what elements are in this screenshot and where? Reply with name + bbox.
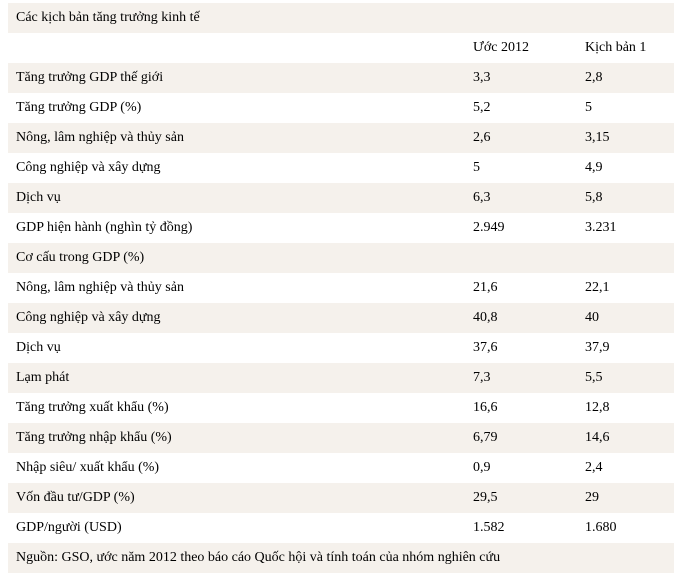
table-row: Dịch vụ 6,3 5,8 — [8, 183, 675, 213]
row-value-uoc-2012: 2,6 — [465, 123, 577, 153]
row-label: Tăng trưởng xuất khẩu (%) — [16, 400, 169, 415]
row-label: Tăng trưởng GDP thế giới — [8, 63, 465, 93]
table-row: Dịch vụ 37,6 37,9 — [8, 333, 674, 363]
row-value-uoc-2012: 1.582 — [473, 520, 505, 535]
table-row: Tăng trưởng GDP (%) 5,2 5 — [8, 93, 674, 123]
table-source-row: Nguồn: GSO, ước năm 2012 theo báo cáo Qu… — [8, 543, 675, 573]
table-row: Vốn đầu tư/GDP (%) 29,5 29 — [8, 483, 675, 513]
row-value-uoc-2012 — [465, 243, 577, 273]
row-value-uoc-2012: 21,6 — [473, 280, 498, 295]
row-value-uoc-2012: 0,9 — [473, 460, 491, 475]
row-label: Công nghiệp và xây dựng — [16, 160, 161, 175]
row-value-uoc-2012: 40,8 — [465, 303, 577, 333]
table-row: Công nghiệp và xây dựng 5 4,9 — [8, 153, 674, 183]
row-value-kich-ban-1: 29 — [577, 483, 675, 513]
table-section-row: Cơ cấu trong GDP (%) — [8, 243, 675, 273]
table-row: Lạm phát 7,3 5,5 — [8, 363, 675, 393]
table-row: Tăng trưởng GDP thế giới 3,3 2,8 — [8, 63, 675, 93]
row-label: Nông, lâm nghiệp và thủy sản — [16, 280, 184, 295]
table-title-row: Các kịch bản tăng trưởng kinh tế — [8, 3, 675, 33]
row-label: Nhập siêu/ xuất khẩu (%) — [16, 460, 160, 475]
source-note: Nguồn: GSO, ước năm 2012 theo báo cáo Qu… — [8, 543, 675, 573]
row-label: Tăng trưởng nhập khẩu (%) — [8, 423, 465, 453]
col-header-uoc-2012: Ước 2012 — [473, 40, 529, 55]
row-value-kich-ban-1: 14,6 — [577, 423, 675, 453]
row-label: Vốn đầu tư/GDP (%) — [8, 483, 465, 513]
row-label: Lạm phát — [8, 363, 465, 393]
row-label: Tăng trưởng GDP (%) — [16, 100, 142, 115]
col-header-kich-ban-1: Kịch bản 1 — [585, 40, 647, 55]
row-label: Dịch vụ — [16, 340, 61, 355]
table-row: GDP/người (USD) 1.582 1.680 — [8, 513, 674, 543]
row-value-uoc-2012: 6,79 — [465, 423, 577, 453]
row-value-uoc-2012: 5,2 — [473, 100, 491, 115]
row-value-kich-ban-1: 2,8 — [577, 63, 675, 93]
row-label: Công nghiệp và xây dựng — [8, 303, 465, 333]
row-label: GDP hiện hành (nghìn tỷ đồng) — [16, 220, 193, 235]
scenario-table: Các kịch bản tăng trưởng kinh tế Ước 201… — [8, 3, 675, 573]
row-value-uoc-2012: 29,5 — [465, 483, 577, 513]
row-value-kich-ban-1: 4,9 — [585, 160, 603, 175]
row-value-kich-ban-1: 40 — [577, 303, 675, 333]
row-value-kich-ban-1: 1.680 — [585, 520, 617, 535]
row-value-kich-ban-1: 5,8 — [577, 183, 675, 213]
table-title: Các kịch bản tăng trưởng kinh tế — [8, 3, 675, 33]
row-label: Nông, lâm nghiệp và thủy sản — [8, 123, 465, 153]
table-header-row: Ước 2012 Kịch bản 1 — [8, 33, 674, 63]
row-label: GDP/người (USD) — [16, 520, 122, 535]
table-row: Nông, lâm nghiệp và thủy sản 2,6 3,15 — [8, 123, 675, 153]
row-label: Dịch vụ — [8, 183, 465, 213]
row-value-kich-ban-1: 2,4 — [585, 460, 603, 475]
row-value-kich-ban-1: 3.231 — [585, 220, 617, 235]
row-value-kich-ban-1: 3,15 — [577, 123, 675, 153]
row-value-uoc-2012: 7,3 — [465, 363, 577, 393]
section-label: Cơ cấu trong GDP (%) — [8, 243, 465, 273]
row-value-kich-ban-1: 37,9 — [585, 340, 610, 355]
row-value-uoc-2012: 2.949 — [473, 220, 505, 235]
row-value-uoc-2012: 3,3 — [465, 63, 577, 93]
row-value-uoc-2012: 37,6 — [473, 340, 498, 355]
table-row: Tăng trưởng nhập khẩu (%) 6,79 14,6 — [8, 423, 675, 453]
table-row: Nông, lâm nghiệp và thủy sản 21,6 22,1 — [8, 273, 674, 303]
row-value-uoc-2012: 5 — [473, 160, 480, 175]
row-value-kich-ban-1 — [577, 243, 675, 273]
row-value-kich-ban-1: 22,1 — [585, 280, 610, 295]
row-value-uoc-2012: 6,3 — [465, 183, 577, 213]
table-row: GDP hiện hành (nghìn tỷ đồng) 2.949 3.23… — [8, 213, 674, 243]
table-row: Công nghiệp và xây dựng 40,8 40 — [8, 303, 675, 333]
row-value-uoc-2012: 16,6 — [473, 400, 498, 415]
table-row: Nhập siêu/ xuất khẩu (%) 0,9 2,4 — [8, 453, 674, 483]
row-value-kich-ban-1: 5,5 — [577, 363, 675, 393]
row-value-kich-ban-1: 5 — [585, 100, 592, 115]
col-header-metric — [8, 33, 465, 63]
table-row: Tăng trưởng xuất khẩu (%) 16,6 12,8 — [8, 393, 674, 423]
row-value-kich-ban-1: 12,8 — [585, 400, 610, 415]
